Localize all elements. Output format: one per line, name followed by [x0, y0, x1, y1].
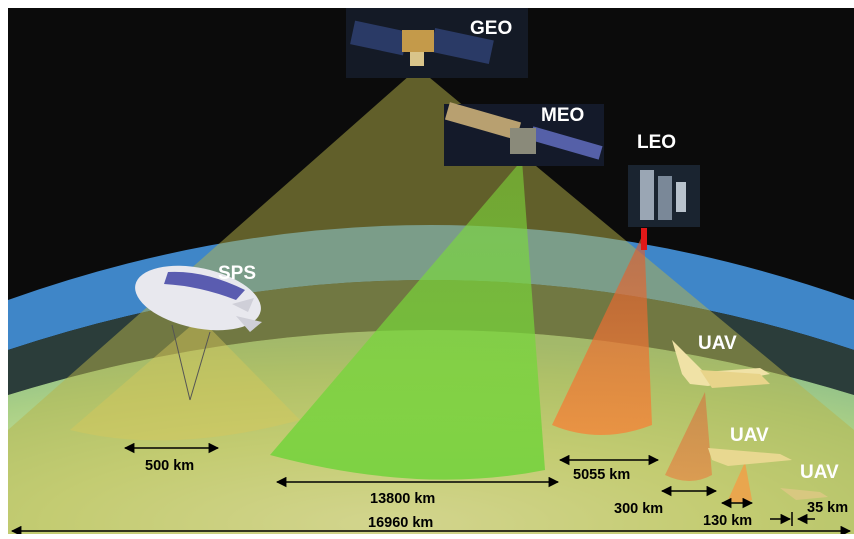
meo-label: MEO: [541, 105, 584, 126]
leo-coverage-beam: [552, 232, 652, 435]
leo-label: LEO: [637, 132, 676, 153]
meo-satellite: [444, 102, 604, 166]
geo-label: GEO: [470, 18, 512, 39]
leo-laser: [641, 228, 647, 250]
uav1-label: UAV: [698, 333, 737, 354]
uav3-distance-label: 35 km: [807, 500, 848, 516]
sps-airship: [135, 265, 262, 401]
uav1-aircraft: [672, 340, 770, 388]
geo-distance-label: 16960 km: [368, 515, 433, 531]
uav2-aircraft: [708, 448, 792, 466]
uav3-label: UAV: [800, 462, 839, 483]
meo-distance-label: 13800 km: [370, 491, 435, 507]
sps-label: SPS: [218, 263, 256, 284]
uav2-label: UAV: [730, 425, 769, 446]
uav2-coverage-beam: [728, 462, 752, 503]
leo-distance-label: 5055 km: [573, 467, 630, 483]
distance-markers: 500 km 13800 km 5055 km 300 km 130 km 35…: [10, 442, 852, 537]
uav2-distance-label: 130 km: [703, 513, 752, 529]
uav3-aircraft: [780, 488, 828, 500]
meo-coverage-beam: [270, 160, 545, 480]
uav1-distance-label: 300 km: [614, 501, 663, 517]
leo-satellite: [628, 165, 700, 227]
uav1-coverage-beam: [665, 392, 712, 481]
sps-distance-label: 500 km: [145, 458, 194, 474]
geo-satellite: [346, 8, 528, 78]
